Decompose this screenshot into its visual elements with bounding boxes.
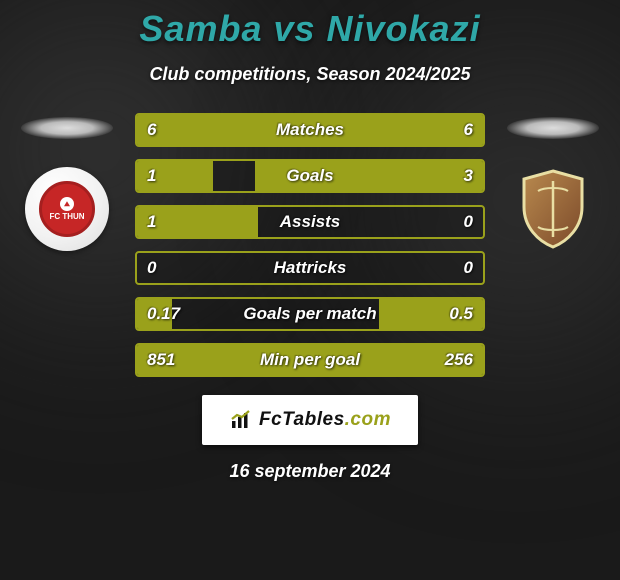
- stats-bars: 6 6 Matches 1 3 Goals 1 0 Assists 0 0 Hattricks 0.17…: [135, 113, 485, 377]
- team-badge-left-text: FC THUN: [49, 213, 84, 221]
- team-badge-left-inner: FC THUN: [39, 181, 95, 237]
- stat-value-right: 3: [464, 166, 473, 186]
- stat-value-left: 1: [147, 166, 156, 186]
- card: Samba vs Nivokazi Club competitions, Sea…: [0, 0, 620, 580]
- stat-value-right: 0: [464, 212, 473, 232]
- team-badge-right: [511, 167, 595, 251]
- brand-name: FcTables: [259, 409, 345, 430]
- stat-value-right: 6: [464, 120, 473, 140]
- stat-bar: 851 256 Min per goal: [135, 343, 485, 377]
- right-side: [503, 113, 603, 251]
- shadow-ellipse-right: [507, 117, 599, 139]
- shield-icon: [520, 169, 586, 249]
- stat-value-left: 0: [147, 258, 156, 278]
- team-badge-left: FC THUN: [25, 167, 109, 251]
- left-side: FC THUN: [17, 113, 117, 251]
- stat-value-left: 1: [147, 212, 156, 232]
- stat-value-left: 851: [147, 350, 175, 370]
- shadow-ellipse-left: [21, 117, 113, 139]
- stat-label: Min per goal: [260, 350, 360, 370]
- stat-value-left: 0.17: [147, 304, 180, 324]
- brand-text: FcTables.com: [259, 409, 391, 431]
- stat-value-left: 6: [147, 120, 156, 140]
- subtitle: Club competitions, Season 2024/2025: [149, 64, 470, 85]
- brand-box: FcTables.com: [202, 395, 418, 445]
- brand-tld: .com: [345, 409, 391, 430]
- chart-icon: [229, 408, 253, 432]
- stat-label: Goals: [286, 166, 333, 186]
- stat-label: Matches: [276, 120, 344, 140]
- date-text: 16 september 2024: [229, 461, 390, 482]
- stat-label: Hattricks: [274, 258, 347, 278]
- stat-value-right: 0: [464, 258, 473, 278]
- stat-label: Assists: [280, 212, 340, 232]
- star-icon: [60, 197, 74, 211]
- page-title: Samba vs Nivokazi: [139, 8, 480, 50]
- stat-bar: 6 6 Matches: [135, 113, 485, 147]
- main-row: FC THUN 6 6 Matches 1 3 Goals 1 0 Assists 0 0 Hattr…: [0, 113, 620, 377]
- stat-value-right: 0.5: [449, 304, 473, 324]
- stat-label: Goals per match: [243, 304, 376, 324]
- stat-bar: 0.17 0.5 Goals per match: [135, 297, 485, 331]
- stat-bar: 1 0 Assists: [135, 205, 485, 239]
- stat-bar: 1 3 Goals: [135, 159, 485, 193]
- stat-bar: 0 0 Hattricks: [135, 251, 485, 285]
- stat-value-right: 256: [445, 350, 473, 370]
